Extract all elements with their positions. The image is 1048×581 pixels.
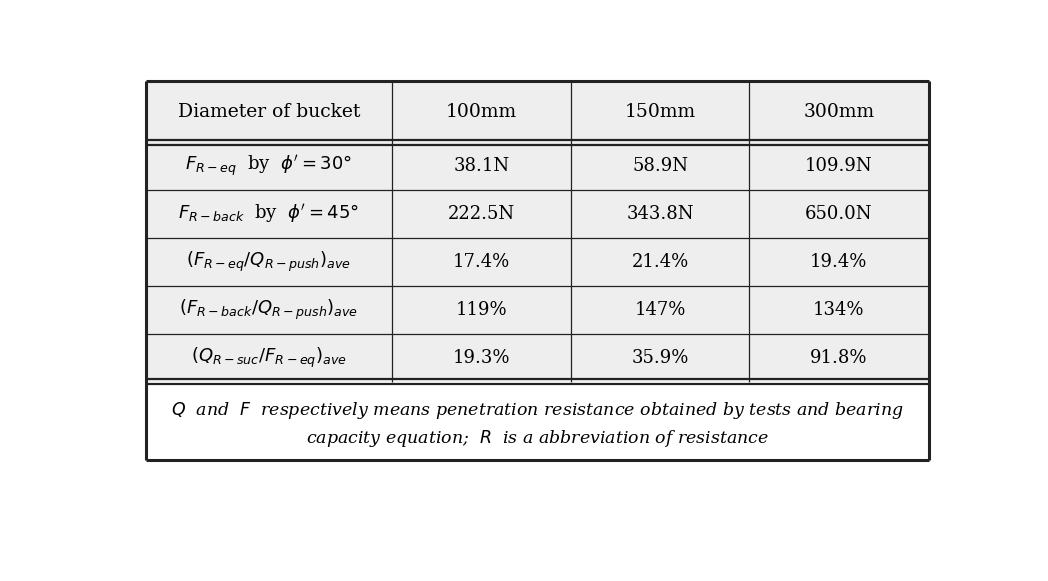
Bar [146,81,929,142]
Text: 38.1N: 38.1N [454,157,509,175]
Text: 150mm: 150mm [625,103,696,120]
Text: $F_{R-eq}$  by  $\phi^{\prime}=30°$: $F_{R-eq}$ by $\phi^{\prime}=30°$ [185,153,352,179]
Text: 21.4%: 21.4% [631,253,689,271]
Text: $F_{R-back}$  by  $\phi^{\prime}=45°$: $F_{R-back}$ by $\phi^{\prime}=45°$ [178,203,359,225]
Text: 650.0N: 650.0N [805,205,873,223]
Bar [146,333,929,382]
Text: 300mm: 300mm [804,103,874,120]
Text: capacity equation;  $R$  is a abbreviation of resistance: capacity equation; $R$ is a abbreviation… [306,428,768,449]
Text: 19.4%: 19.4% [810,253,868,271]
Bar [146,382,929,460]
Text: $(F_{R-back}/Q_{R-push})_{ave}$: $(F_{R-back}/Q_{R-push})_{ave}$ [179,297,358,322]
Text: 91.8%: 91.8% [810,349,868,367]
Text: 100mm: 100mm [446,103,517,120]
Bar [146,190,929,238]
Text: 109.9N: 109.9N [805,157,873,175]
Text: 119%: 119% [456,301,507,319]
Text: 19.3%: 19.3% [453,349,510,367]
Text: $(F_{R-eq}/Q_{R-push})_{ave}$: $(F_{R-eq}/Q_{R-push})_{ave}$ [187,250,351,274]
Bar [146,142,929,190]
Bar [146,286,929,333]
Text: 58.9N: 58.9N [632,157,689,175]
Text: $Q$  and  $F$  respectively means penetration resistance obtained by tests and b: $Q$ and $F$ respectively means penetrati… [171,400,903,421]
Text: 17.4%: 17.4% [453,253,510,271]
Text: 222.5N: 222.5N [447,205,515,223]
Text: $(Q_{R-suc}/F_{R-eq})_{ave}$: $(Q_{R-suc}/F_{R-eq})_{ave}$ [191,346,347,370]
Text: 35.9%: 35.9% [631,349,689,367]
Text: Diameter of bucket: Diameter of bucket [178,103,361,120]
Text: 343.8N: 343.8N [627,205,694,223]
Text: 147%: 147% [634,301,685,319]
Text: 134%: 134% [813,301,865,319]
Bar [146,238,929,286]
